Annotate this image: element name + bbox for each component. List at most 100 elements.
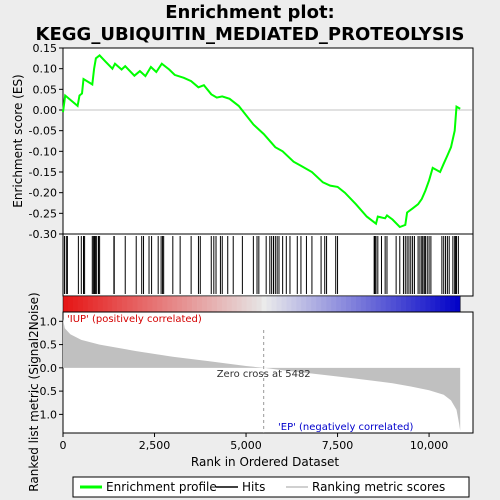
color-bar-segment bbox=[102, 296, 108, 312]
color-bar-segment bbox=[390, 296, 396, 312]
color-bar-segment bbox=[112, 296, 118, 312]
color-bar-segment bbox=[142, 296, 148, 312]
color-bar-segment bbox=[206, 296, 213, 312]
color-bar-segment bbox=[380, 296, 387, 312]
enrichment-profile-line bbox=[62, 54, 461, 229]
hits-panel bbox=[62, 233, 474, 297]
color-bar-segment bbox=[326, 296, 332, 312]
color-bar-segment bbox=[281, 296, 287, 312]
color-bar-segment bbox=[395, 296, 401, 312]
es-y-tick-label: -0.25 bbox=[29, 207, 57, 220]
metric-y-tick-label: 0.5 bbox=[40, 339, 58, 352]
color-bar-segment bbox=[92, 296, 99, 312]
color-bar-segment bbox=[72, 296, 79, 312]
color-bar-segment bbox=[67, 296, 74, 312]
x-tick-label: 2,500 bbox=[139, 439, 171, 452]
color-bar-segment bbox=[63, 296, 69, 312]
color-bar-segment bbox=[271, 296, 277, 312]
color-bar-segment bbox=[87, 296, 94, 312]
es-y-label: Enrichment score (ES) bbox=[11, 74, 25, 207]
es-panel bbox=[62, 47, 474, 235]
legend bbox=[72, 476, 470, 498]
color-bar-segment bbox=[122, 296, 128, 312]
es-y-tick-label: -0.15 bbox=[29, 166, 57, 179]
legend-label: Hits bbox=[242, 480, 265, 494]
color-bar-segment bbox=[430, 296, 436, 312]
color-bar-segment bbox=[301, 296, 307, 312]
color-bar-segment bbox=[336, 296, 342, 312]
es-y-tick-label: 0.10 bbox=[33, 63, 58, 76]
metric-y-tick-label: -0.5 bbox=[36, 385, 57, 398]
legend-label: Ranking metric scores bbox=[312, 480, 445, 494]
color-bar-segment bbox=[147, 296, 153, 312]
color-bar-segment bbox=[365, 296, 372, 312]
color-bar-segment bbox=[410, 296, 416, 312]
color-bar-segment bbox=[350, 296, 357, 312]
negative-correlation-label: 'EP' (negatively correlated) bbox=[278, 422, 413, 433]
color-bar-segment bbox=[132, 296, 138, 312]
color-bar-segment bbox=[415, 296, 421, 312]
color-bar-segment bbox=[211, 296, 218, 312]
color-bar-segment bbox=[440, 296, 446, 312]
es-y-tick-label: 0.05 bbox=[33, 83, 58, 96]
color-bar-segment bbox=[370, 296, 377, 312]
metric-y-tick-label: 1.0 bbox=[40, 315, 58, 328]
color-bar-segment bbox=[420, 296, 426, 312]
x-axis-label: Rank in Ordered Dataset bbox=[191, 455, 339, 469]
x-tick-label: 10,000 bbox=[410, 439, 449, 452]
color-bar-segment bbox=[197, 296, 203, 312]
ranking-metric-area bbox=[63, 319, 461, 431]
metric-y-axis: 1.0 0.5 0.0 -0.5 -1.0 bbox=[36, 315, 63, 421]
color-bar-segment bbox=[445, 296, 451, 312]
color-bar-segment bbox=[177, 296, 183, 312]
color-bar-segment bbox=[341, 296, 347, 312]
color-bar-segment bbox=[360, 296, 367, 312]
color-bar-segment bbox=[127, 296, 133, 312]
zero-cross-label: Zero cross at 5482 bbox=[217, 369, 311, 380]
color-bar-segment bbox=[172, 296, 178, 312]
legend-items: Enrichment profile Hits Ranking metric sco… bbox=[80, 480, 445, 494]
color-bar-segment bbox=[355, 296, 362, 312]
color-bar-segment bbox=[251, 296, 257, 312]
color-bar-segment bbox=[435, 296, 441, 312]
color-bar-segment bbox=[375, 296, 382, 312]
es-y-tick-label: -0.10 bbox=[29, 145, 57, 158]
color-bar-segment bbox=[306, 296, 312, 312]
x-tick-label: 7,500 bbox=[322, 439, 354, 452]
color-bar-segment bbox=[152, 296, 158, 312]
color-bar-segment bbox=[256, 296, 262, 312]
metric-y-tick-label: -1.0 bbox=[36, 408, 57, 421]
color-bar-segment bbox=[241, 296, 247, 312]
color-bar-segment bbox=[231, 296, 238, 312]
color-bar-segment bbox=[157, 296, 163, 312]
color-bar-segment bbox=[450, 296, 456, 312]
rank-color-bar bbox=[62, 295, 461, 313]
color-bar-segment bbox=[221, 296, 228, 312]
x-tick-label: 0 bbox=[60, 439, 67, 452]
legend-label: Enrichment profile bbox=[106, 480, 217, 494]
color-bar-segment bbox=[162, 296, 168, 312]
x-tick-label: 5,000 bbox=[230, 439, 262, 452]
es-y-tick-label: 0.15 bbox=[33, 42, 58, 55]
es-y-axis: 0.15 0.10 0.05 0.00 -0.05 -0.10 -0.15 -0.20 -0.2… bbox=[29, 42, 473, 241]
color-bar-segment bbox=[261, 296, 267, 312]
color-bar-segment bbox=[246, 296, 252, 312]
color-bar-segment bbox=[385, 296, 391, 312]
color-bar-segment bbox=[321, 296, 327, 312]
es-y-tick-label: 0.00 bbox=[33, 104, 58, 117]
color-bar-segment bbox=[192, 296, 198, 312]
color-bar-segment bbox=[286, 296, 292, 312]
color-bar-segment bbox=[405, 296, 411, 312]
color-bar-segment bbox=[167, 296, 173, 312]
color-bar-segment bbox=[266, 296, 272, 312]
color-bar-segment bbox=[97, 296, 104, 312]
color-bar-segment bbox=[117, 296, 123, 312]
es-y-tick-label: -0.30 bbox=[29, 228, 57, 241]
color-bar-segment bbox=[311, 296, 317, 312]
color-bar-segment bbox=[107, 296, 113, 312]
x-axis: 0 2,500 5,000 7,500 10,000 bbox=[60, 433, 449, 452]
color-bar-segment bbox=[77, 296, 84, 312]
color-bar-segment bbox=[236, 296, 243, 312]
color-bar-segment bbox=[137, 296, 143, 312]
